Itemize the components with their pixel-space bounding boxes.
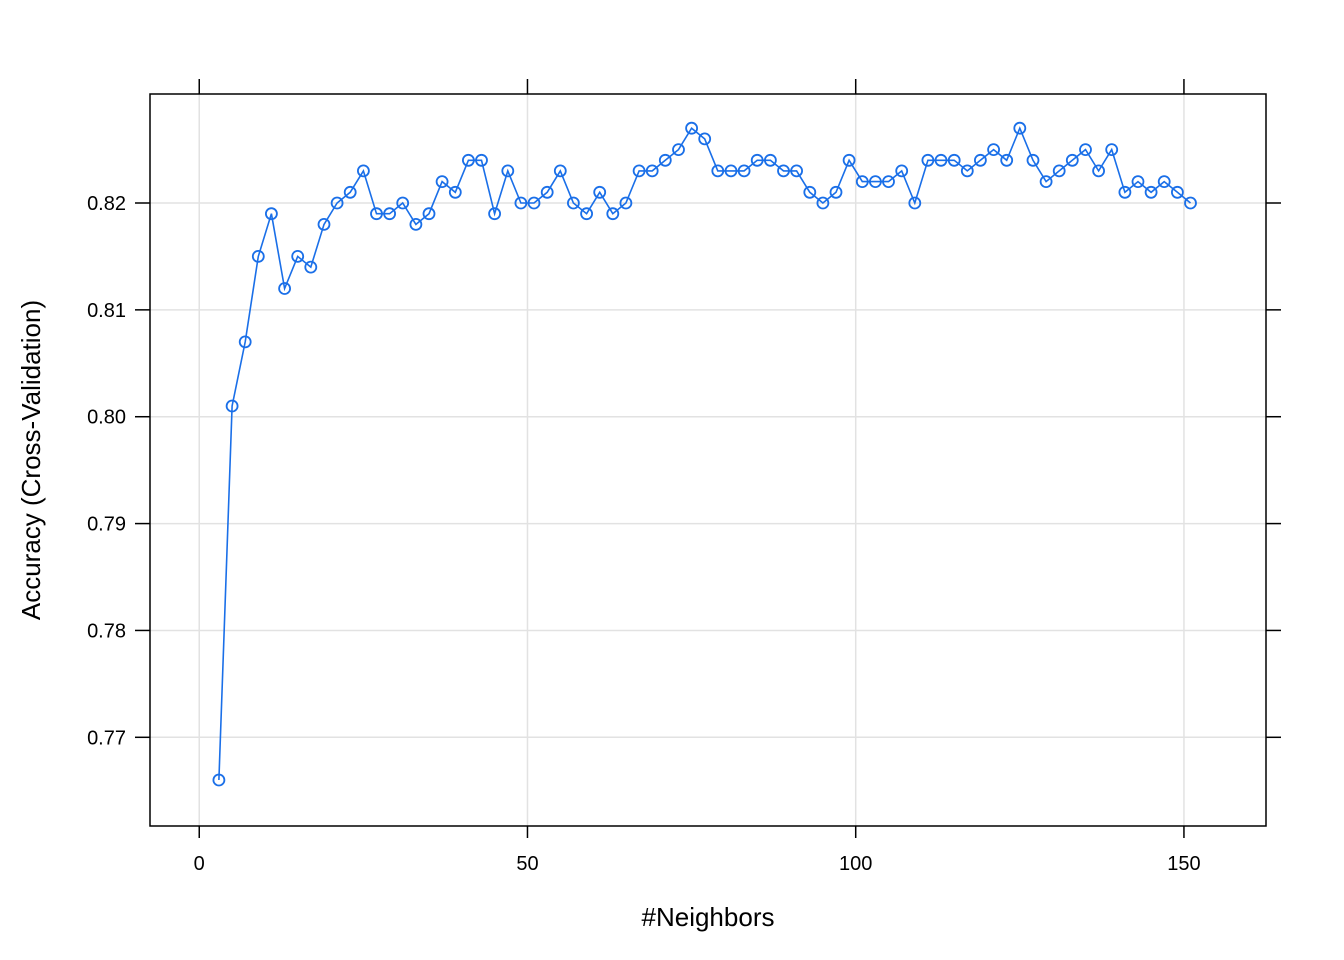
x-tick-label: 150	[1167, 853, 1200, 875]
data-point	[764, 153, 777, 167]
data-point	[304, 260, 318, 274]
data-point	[1118, 185, 1132, 199]
y-tick-label: 0.78	[87, 620, 126, 642]
data-point	[1026, 153, 1040, 167]
data-point	[1144, 185, 1158, 199]
accuracy-series	[212, 121, 1197, 787]
data-point	[435, 175, 449, 189]
data-point	[343, 185, 357, 199]
data-point	[803, 185, 817, 199]
data-point	[567, 196, 580, 210]
data-point	[777, 164, 790, 178]
data-point	[1184, 196, 1197, 210]
data-point	[212, 773, 226, 787]
y-tick-label: 0.82	[87, 193, 126, 215]
data-point	[238, 335, 252, 349]
data-point	[356, 164, 370, 178]
data-point	[396, 196, 410, 210]
data-point	[1171, 185, 1184, 199]
data-point	[816, 196, 830, 210]
data-point	[855, 175, 869, 189]
data-point	[370, 207, 383, 221]
data-point	[317, 217, 331, 231]
data-point	[882, 175, 895, 189]
data-point	[1105, 143, 1119, 157]
data-point	[921, 153, 935, 167]
data-point	[330, 196, 344, 210]
x-axis-title: #Neighbors	[642, 902, 775, 932]
axis-ticks: 0 50 100 150 0.77 0.78 0.79 0.80 0.81 0.82	[87, 79, 1281, 875]
data-point	[947, 153, 961, 167]
data-point	[645, 164, 659, 178]
data-point	[711, 164, 725, 178]
grid-lines	[150, 94, 1266, 826]
x-tick-label: 0	[194, 853, 205, 875]
data-point	[291, 249, 305, 263]
data-point	[750, 153, 764, 167]
data-point	[540, 185, 554, 199]
x-tick-label: 100	[839, 853, 872, 875]
data-point	[527, 196, 541, 210]
data-point	[278, 282, 292, 295]
data-point	[790, 164, 803, 178]
data-point	[475, 153, 488, 167]
data-point	[895, 164, 909, 178]
data-point	[737, 164, 751, 178]
x-tick-label: 50	[516, 853, 538, 875]
data-point	[514, 196, 528, 210]
data-point	[698, 132, 712, 146]
data-point	[632, 164, 646, 178]
data-point	[264, 207, 278, 221]
series-line	[218, 126, 1192, 781]
data-point	[225, 399, 239, 413]
data-point	[1052, 164, 1066, 178]
data-point	[658, 153, 672, 167]
data-point	[829, 185, 843, 199]
data-point	[619, 196, 633, 210]
data-point	[501, 164, 515, 178]
data-point	[251, 249, 265, 263]
data-point	[1013, 121, 1027, 135]
plot-frame	[149, 93, 1267, 827]
y-tick-label: 0.81	[87, 300, 126, 322]
y-tick-label: 0.77	[87, 727, 126, 749]
data-point	[553, 164, 567, 178]
data-point	[1000, 153, 1014, 167]
data-point	[461, 153, 475, 167]
data-point	[422, 207, 436, 221]
data-point	[672, 143, 685, 157]
data-point	[383, 207, 397, 221]
y-axis-title: Accuracy (Cross-Validation)	[16, 300, 46, 620]
data-point	[409, 217, 423, 231]
data-point	[934, 153, 948, 167]
data-point	[908, 196, 922, 210]
data-point	[724, 164, 738, 178]
data-point	[606, 207, 620, 221]
y-tick-label: 0.79	[87, 514, 126, 536]
data-point	[685, 121, 698, 135]
data-point	[960, 164, 974, 178]
data-point	[1131, 175, 1145, 189]
data-point	[593, 185, 607, 199]
data-point	[987, 143, 1000, 157]
data-point	[1092, 164, 1105, 178]
data-point	[1065, 153, 1079, 167]
data-point	[488, 207, 502, 221]
data-point	[842, 153, 856, 167]
data-point	[974, 153, 987, 167]
data-point	[448, 185, 462, 199]
data-point	[1079, 143, 1092, 157]
data-point	[1039, 175, 1053, 189]
y-tick-label: 0.80	[87, 407, 126, 429]
data-point	[580, 207, 593, 221]
data-point	[1157, 175, 1171, 189]
data-point	[869, 175, 882, 189]
